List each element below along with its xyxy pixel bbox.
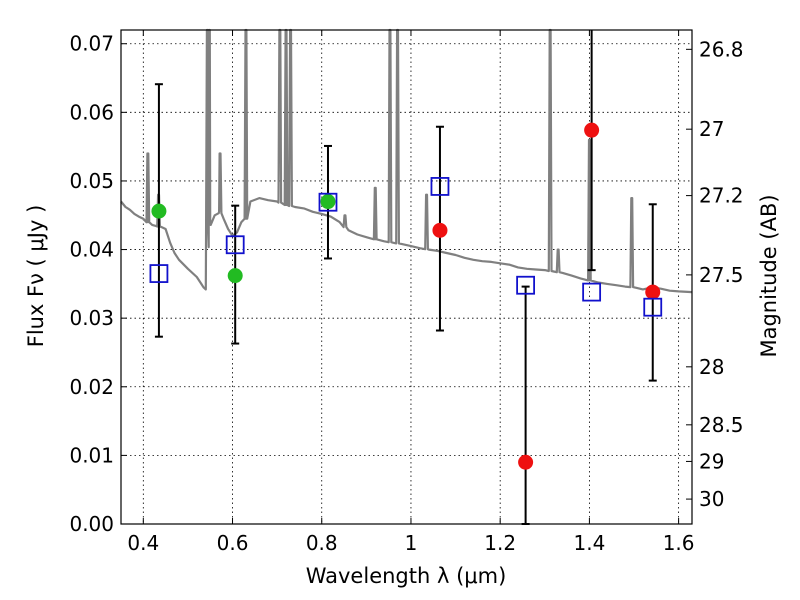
marker-layer: [149, 122, 663, 470]
y-tick-label: 0.05: [69, 169, 114, 193]
y-tick-label: 0.06: [69, 100, 114, 124]
right-tick-label: 26.8: [699, 37, 744, 61]
circle-marker: [227, 268, 243, 284]
right-tick-label: 28.5: [699, 413, 744, 437]
y-tick-label: 0.07: [69, 32, 114, 56]
y-tick-label: 0.00: [69, 512, 114, 536]
circle-marker: [320, 194, 336, 210]
x-tick-label: 0.4: [127, 531, 159, 555]
right-tick-label: 30: [699, 487, 724, 511]
spectrum-layer: [120, 28, 693, 294]
right-tick-label: 27.5: [699, 263, 744, 287]
x-tick-label: 1.4: [573, 531, 605, 555]
square-marker: [225, 235, 245, 255]
x-tick-label: 1: [405, 531, 418, 555]
square-marker: [643, 297, 663, 317]
x-tick-label: 1.6: [663, 531, 695, 555]
right-tick-label: 27.2: [699, 184, 744, 208]
circle-marker: [151, 203, 167, 219]
y-tick-label: 0.02: [69, 375, 114, 399]
x-axis-label: Wavelength λ (μm): [306, 564, 507, 588]
square-marker: [430, 177, 450, 196]
right-tick-label: 28: [699, 355, 724, 379]
y-tick-label: 0.01: [69, 443, 114, 467]
square-marker: [149, 264, 169, 283]
circle-marker: [518, 454, 534, 470]
right-tick-label: 27: [699, 117, 724, 141]
model-spectrum-line: [120, 28, 693, 294]
plot-frame: [120, 29, 693, 525]
y-tick-label: 0.03: [69, 306, 114, 330]
square-marker: [318, 192, 338, 212]
x-tick-label: 0.6: [217, 531, 249, 555]
square-marker: [582, 282, 602, 302]
y-axis-label: Flux Fν ( μJy ): [24, 205, 48, 348]
square-marker: [516, 275, 536, 295]
y-tick-label: 0.04: [69, 238, 114, 262]
circle-marker: [584, 122, 600, 138]
x-tick-label: 0.8: [306, 531, 338, 555]
x-tick-label: 1.2: [484, 531, 516, 555]
right-tick-label: 29: [699, 449, 724, 473]
tick-layer: 0.4 0.6 0.8 1 1.2 1.4 1.6 0.00 0.01 0.02 0.03 0.04 0…: [69, 30, 744, 555]
right-axis-label: Magnitude (AB): [757, 194, 781, 357]
circle-marker: [432, 222, 448, 238]
circle-marker: [645, 284, 661, 300]
